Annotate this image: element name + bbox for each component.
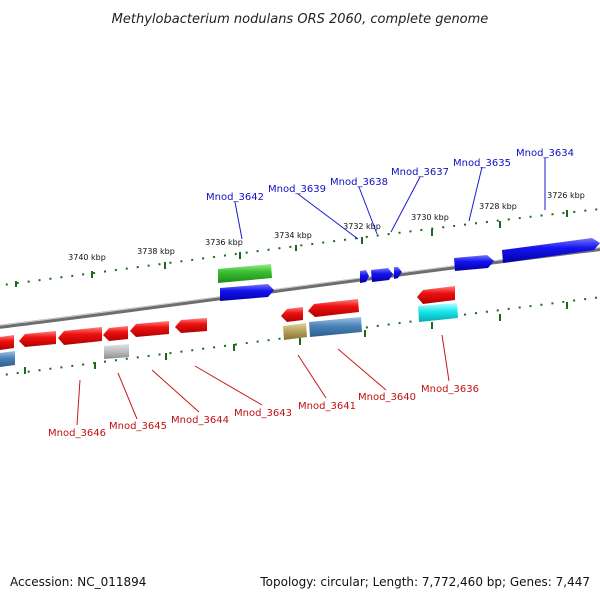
outer-scale-track <box>0 208 600 287</box>
gene-feature[interactable] <box>0 351 15 367</box>
gene-feature[interactable] <box>19 331 56 347</box>
gene-feature[interactable] <box>58 327 102 345</box>
kbp-label: 3740 kbp <box>68 253 106 262</box>
gene-label-top[interactable]: Mnod_3638 <box>330 177 388 188</box>
kbp-label: 3732 kbp <box>343 222 381 231</box>
kbp-label: 3728 kbp <box>479 202 517 211</box>
inner-major-ticks <box>24 302 568 374</box>
gene-label-top[interactable]: Mnod_3642 <box>206 192 264 203</box>
gene-label-top[interactable]: Mnod_3635 <box>453 158 511 169</box>
gene-label-top[interactable]: Mnod_3637 <box>391 167 449 178</box>
gene-feature[interactable] <box>220 284 274 301</box>
kbp-label: 3726 kbp <box>547 191 585 200</box>
bottom-leader-lines <box>76 334 450 426</box>
gene-feature-green[interactable] <box>218 264 272 283</box>
gene-feature[interactable] <box>0 335 14 350</box>
kbp-label: 3734 kbp <box>274 231 312 240</box>
gene-feature[interactable] <box>394 267 402 279</box>
gene-label-bottom[interactable]: Mnod_3643 <box>234 408 292 419</box>
gene-feature[interactable] <box>130 321 169 337</box>
reverse-genes <box>0 286 458 367</box>
gene-feature[interactable] <box>418 303 458 322</box>
gene-feature[interactable] <box>283 323 307 340</box>
top-leader-lines <box>234 158 546 240</box>
gene-label-bottom[interactable]: Mnod_3646 <box>48 428 106 439</box>
gene-feature[interactable] <box>175 318 207 333</box>
gene-feature[interactable] <box>360 270 369 283</box>
gene-feature[interactable] <box>104 344 129 359</box>
kbp-label: 3736 kbp <box>205 238 243 247</box>
kbp-label: 3738 kbp <box>137 247 175 256</box>
gene-feature[interactable] <box>454 255 494 271</box>
forward-genes <box>218 238 600 301</box>
gene-feature[interactable] <box>502 238 600 263</box>
gene-feature[interactable] <box>103 326 128 341</box>
topology-text: Topology: circular; Length: 7,772,460 bp… <box>259 575 590 589</box>
gene-feature[interactable] <box>281 307 303 322</box>
outer-major-ticks <box>15 210 568 287</box>
gene-label-bottom[interactable]: Mnod_3644 <box>171 415 229 426</box>
gene-label-top[interactable]: Mnod_3634 <box>516 148 574 159</box>
gene-feature[interactable] <box>371 268 393 282</box>
kbp-label: 3730 kbp <box>411 213 449 222</box>
gene-feature[interactable] <box>308 299 359 317</box>
gene-label-bottom[interactable]: Mnod_3641 <box>298 401 356 412</box>
gene-feature[interactable] <box>309 317 362 337</box>
gene-feature[interactable] <box>417 286 455 304</box>
gene-label-bottom[interactable]: Mnod_3636 <box>421 384 479 395</box>
map-title: Methylobacterium nodulans ORS 2060, comp… <box>112 12 489 27</box>
gene-label-top[interactable]: Mnod_3639 <box>268 184 326 195</box>
accession-text: Accession: NC_011894 <box>10 575 146 589</box>
gene-label-bottom[interactable]: Mnod_3640 <box>358 392 416 403</box>
gene-label-bottom[interactable]: Mnod_3645 <box>109 421 167 432</box>
